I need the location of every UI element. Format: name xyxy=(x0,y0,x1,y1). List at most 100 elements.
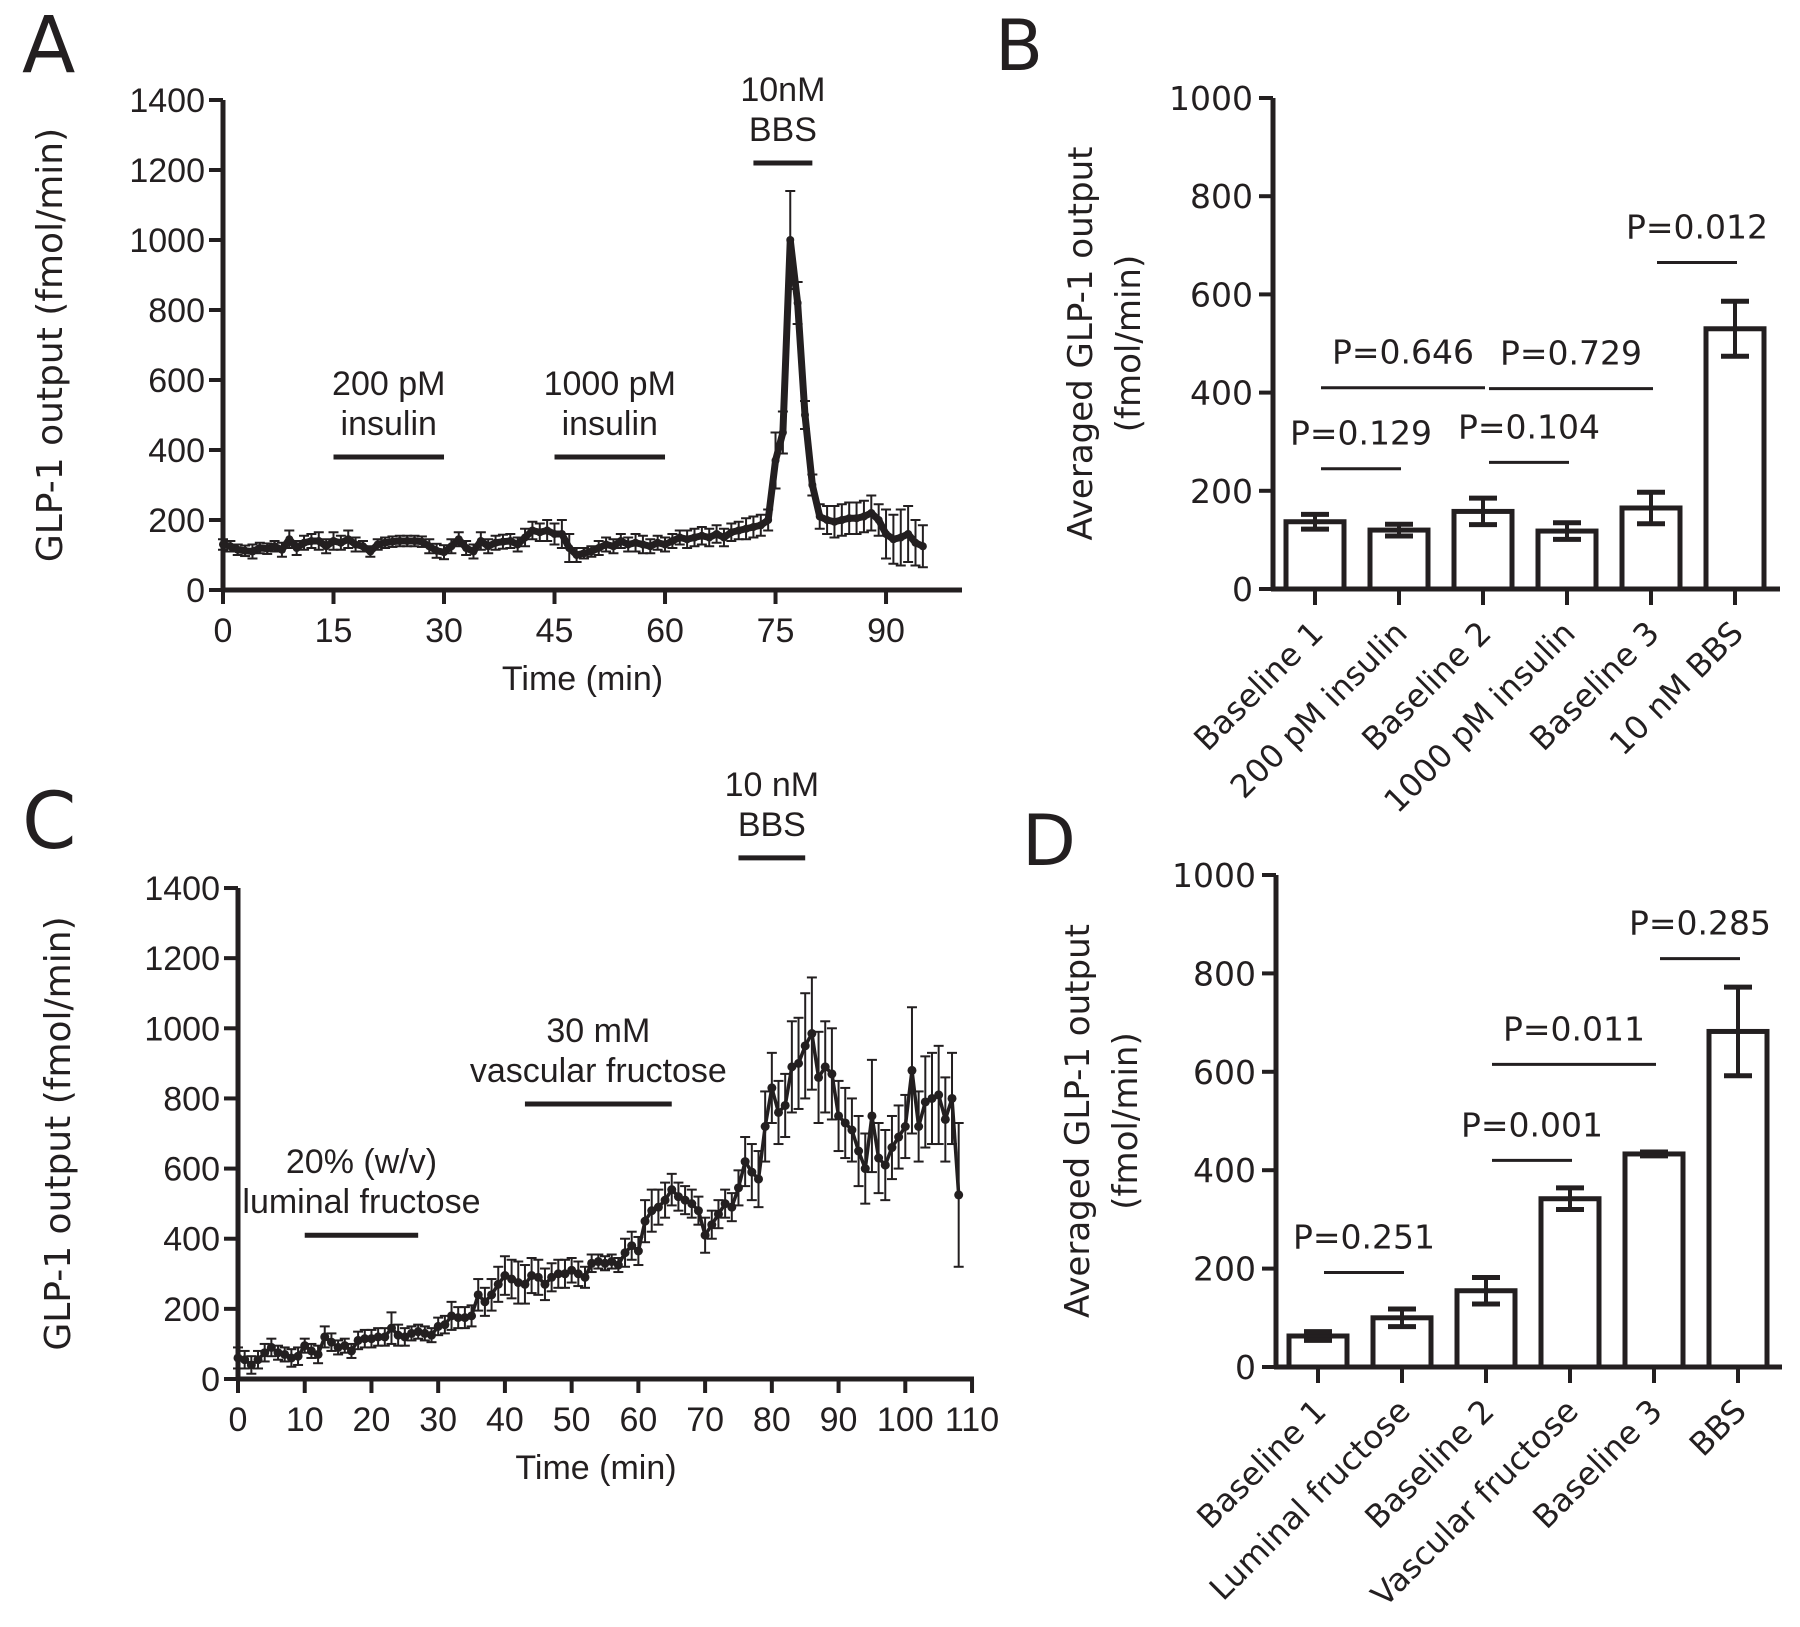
p-value-label: P=0.251 xyxy=(1293,1218,1435,1257)
data-point xyxy=(840,1118,850,1128)
data-point xyxy=(255,544,264,552)
x-tick-label: 45 xyxy=(536,612,574,650)
y-tick-label: 800 xyxy=(1190,177,1253,216)
panel-letter-d: D xyxy=(1022,800,1076,882)
treatment-label: 1000 pM xyxy=(544,365,676,403)
data-point xyxy=(687,1199,697,1209)
y-tick-label: 200 xyxy=(1190,472,1253,511)
data-point xyxy=(631,538,640,547)
data-point xyxy=(587,547,596,556)
data-point xyxy=(520,1279,530,1289)
data-point xyxy=(707,1220,717,1230)
data-point xyxy=(675,533,684,542)
y-tick-label: 600 xyxy=(148,362,205,400)
data-point xyxy=(580,1272,590,1282)
data-point xyxy=(498,537,507,546)
data-point xyxy=(263,544,272,553)
data-point xyxy=(346,1346,356,1356)
data-point xyxy=(447,542,456,551)
data-point xyxy=(947,1093,957,1103)
y-tick-label: 400 xyxy=(163,1221,220,1259)
data-point xyxy=(633,1246,643,1256)
data-point xyxy=(874,1153,884,1163)
data-point xyxy=(550,530,559,538)
data-point xyxy=(786,236,795,244)
data-point xyxy=(900,1121,910,1131)
y-tick-label: 200 xyxy=(1193,1250,1256,1289)
y-axis-label: Averaged GLP-1 output xyxy=(1061,147,1101,541)
data-point xyxy=(668,537,677,545)
data-point xyxy=(793,299,802,307)
y-tick-label: 800 xyxy=(163,1080,220,1118)
data-point xyxy=(646,542,655,551)
panel-d-bar-chart: 0 200 400 600 800 1000 Averaged GLP-1 output (f… xyxy=(1058,856,1782,1614)
x-tick-label: 30 xyxy=(425,612,463,650)
data-point xyxy=(920,1097,930,1107)
data-point xyxy=(771,456,780,465)
data-point xyxy=(800,411,809,419)
y-tick-label: 1000 xyxy=(1169,79,1253,118)
data-point xyxy=(567,1265,577,1275)
data-point xyxy=(487,1290,497,1300)
x-tick-label: 20 xyxy=(353,1401,391,1439)
y-axis-label-units: (fmol/min) xyxy=(1106,1032,1146,1209)
data-point xyxy=(894,1132,904,1142)
treatment-label: vascular fructose xyxy=(470,1052,727,1090)
bar xyxy=(1703,326,1767,592)
data-point xyxy=(241,546,250,555)
treatment-label: BBS xyxy=(749,111,817,149)
data-point xyxy=(774,1107,784,1117)
data-point xyxy=(547,1272,557,1282)
data-point xyxy=(293,1351,303,1361)
data-point xyxy=(565,544,574,552)
treatment-label: 10 nM xyxy=(725,766,820,804)
data-point xyxy=(292,544,301,552)
data-point xyxy=(277,545,286,554)
data-point xyxy=(266,1342,276,1352)
data-point xyxy=(219,540,227,549)
data-point xyxy=(285,535,294,544)
data-point xyxy=(860,1164,870,1174)
data-point xyxy=(260,1348,270,1358)
data-point xyxy=(616,537,625,545)
data-point xyxy=(807,1029,817,1039)
data-point xyxy=(787,1062,797,1072)
data-point xyxy=(640,1216,650,1226)
data-point xyxy=(388,537,397,546)
category-label: BBS xyxy=(1682,1392,1754,1464)
data-point xyxy=(854,1146,864,1156)
bar xyxy=(1367,527,1431,592)
data-point xyxy=(859,512,868,521)
data-point xyxy=(340,1341,350,1351)
data-point xyxy=(307,537,316,545)
data-point xyxy=(740,1157,750,1167)
data-point xyxy=(246,1360,256,1370)
treatment-label: BBS xyxy=(738,806,806,844)
data-point xyxy=(734,526,743,535)
y-tick-label: 400 xyxy=(148,432,205,470)
y-axis-label: GLP-1 output (fmol/min) xyxy=(38,916,79,1350)
data-point xyxy=(830,517,839,526)
data-point xyxy=(366,547,375,556)
x-tick-label: 75 xyxy=(757,612,795,650)
x-tick-label: 60 xyxy=(619,1401,657,1439)
data-point xyxy=(780,1100,790,1110)
data-point xyxy=(680,1195,690,1205)
data-point xyxy=(233,545,242,554)
y-tick-label: 0 xyxy=(1232,570,1253,609)
data-point xyxy=(815,512,824,521)
data-point xyxy=(521,533,530,542)
x-axis-label: Time (min) xyxy=(515,1449,676,1487)
data-point xyxy=(720,1199,730,1209)
data-point xyxy=(454,535,463,544)
x-tick-label: 80 xyxy=(753,1401,791,1439)
y-tick-label: 1200 xyxy=(129,152,205,190)
data-point xyxy=(602,540,611,549)
treatment-label: insulin xyxy=(341,405,437,443)
data-point xyxy=(432,546,441,555)
data-point xyxy=(300,538,309,547)
data-point xyxy=(661,540,670,549)
data-point xyxy=(697,531,706,540)
data-point xyxy=(400,1332,410,1342)
data-point xyxy=(794,1058,804,1068)
